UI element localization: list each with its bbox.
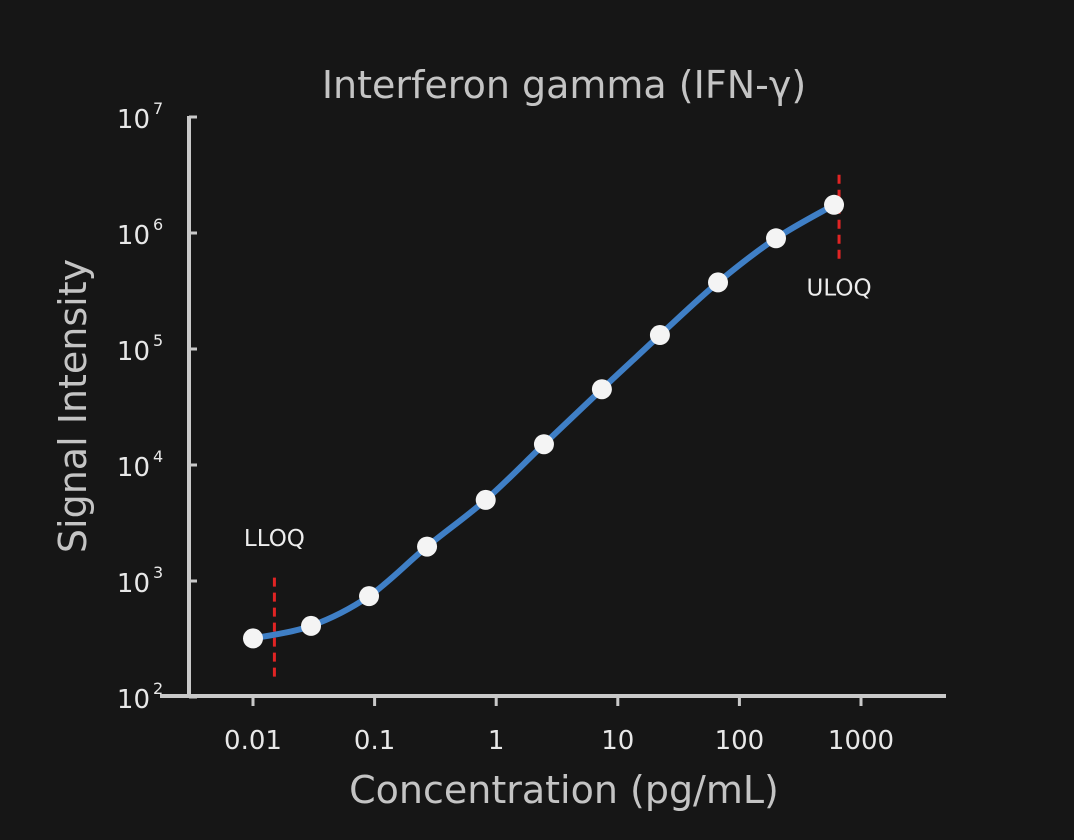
y-tick-label: 10 <box>117 221 150 251</box>
x-tick-label: 0.1 <box>354 726 395 756</box>
y-tick-exponent: 2 <box>153 679 163 698</box>
annotation-label-uloq: ULOQ <box>807 275 872 301</box>
y-tick-label: 10 <box>117 685 150 715</box>
annotations: LLOQ ULOQ <box>244 171 872 677</box>
data-point <box>649 325 670 346</box>
data-point <box>533 434 554 455</box>
data-point <box>708 272 729 293</box>
data-point <box>766 228 787 249</box>
data-point <box>359 586 380 607</box>
x-axis-title: Concentration (pg/mL) <box>349 768 779 812</box>
chart-title: Interferon gamma (IFN-γ) <box>322 63 806 107</box>
x-tick-label: 0.01 <box>224 726 282 756</box>
y-tick-label: 10 <box>117 105 150 135</box>
x-tick-label: 10 <box>601 726 634 756</box>
data-point <box>824 194 845 215</box>
x-ticks: 0.01 0.1 1 10 100 1000 <box>224 696 894 756</box>
y-tick-exponent: 5 <box>153 331 163 350</box>
data-point <box>301 615 322 636</box>
data-point <box>417 536 438 557</box>
y-tick-label: 10 <box>117 569 150 599</box>
y-tick-exponent: 6 <box>153 215 163 234</box>
y-tick-exponent: 4 <box>153 447 163 466</box>
data-point <box>591 379 612 400</box>
data-point <box>243 628 263 649</box>
x-tick-label: 1000 <box>828 726 894 756</box>
data-point <box>475 489 496 510</box>
y-tick-exponent: 7 <box>153 99 163 118</box>
y-tick-label: 10 <box>117 453 150 483</box>
x-tick-label: 100 <box>715 726 765 756</box>
annotation-label-lloq: LLOQ <box>244 526 305 552</box>
x-tick-label: 1 <box>488 726 505 756</box>
y-tick-label: 10 <box>117 337 150 367</box>
series-line <box>250 201 837 642</box>
y-tick-exponent: 3 <box>153 563 163 582</box>
data-points <box>243 194 845 649</box>
y-axis-title: Signal Intensity <box>51 259 95 553</box>
